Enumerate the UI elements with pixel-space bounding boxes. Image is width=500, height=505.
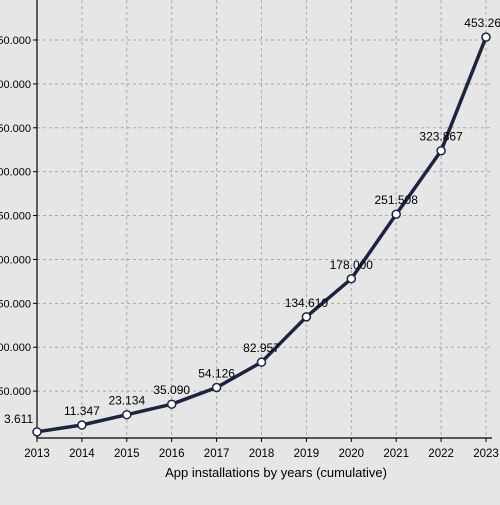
y-tick-label: 350.000 (0, 123, 31, 135)
y-tick-label: 50.000 (0, 386, 31, 398)
data-point (346, 274, 357, 284)
data-point (301, 312, 312, 322)
data-label: 453.262 (464, 16, 500, 30)
data-point (166, 399, 177, 409)
data-point (256, 357, 267, 367)
y-tick-label: 150.000 (0, 298, 31, 310)
x-tick-label: 2021 (383, 448, 409, 460)
y-tick-label: 200.000 (0, 254, 31, 266)
data-label: 35.090 (153, 383, 190, 397)
data-label: 323.867 (419, 130, 463, 144)
y-tick-label: 300.000 (0, 167, 31, 179)
data-point (481, 32, 491, 42)
data-label: 178.000 (330, 258, 374, 272)
data-label: 134.610 (285, 296, 329, 310)
data-point (436, 145, 446, 156)
data-point (391, 209, 401, 219)
y-tick-label: 400.000 (0, 79, 31, 91)
data-label: 11.347 (64, 404, 100, 418)
x-tick-label: 2020 (339, 448, 365, 460)
y-tick-label: 100.000 (0, 342, 31, 354)
y-tick-label: 250.000 (0, 211, 31, 223)
x-tick-label: 2018 (249, 448, 275, 460)
x-tick-label: 2019 (294, 448, 320, 460)
x-tick-label: 2023 (473, 448, 499, 460)
x-tick-label: 2015 (114, 448, 140, 460)
data-label: 251.508 (375, 193, 419, 207)
data-point (211, 382, 222, 393)
x-tick-label: 2013 (24, 448, 50, 460)
x-tick-label: 2014 (69, 448, 95, 460)
x-tick-label: 2022 (428, 448, 454, 460)
data-label: 3.611 (4, 412, 33, 426)
y-tick-label: 450.000 (0, 35, 31, 47)
data-point (77, 420, 87, 430)
x-tick-label: 2017 (204, 448, 230, 460)
x-tick-label: 2016 (159, 448, 185, 460)
data-point (122, 409, 132, 420)
data-label: 23.134 (108, 394, 145, 408)
data-point (32, 427, 42, 437)
data-label: 82.957 (243, 341, 280, 355)
data-label: 54.126 (198, 366, 235, 380)
x-axis-label: App installations by years (cumulative) (165, 465, 387, 480)
